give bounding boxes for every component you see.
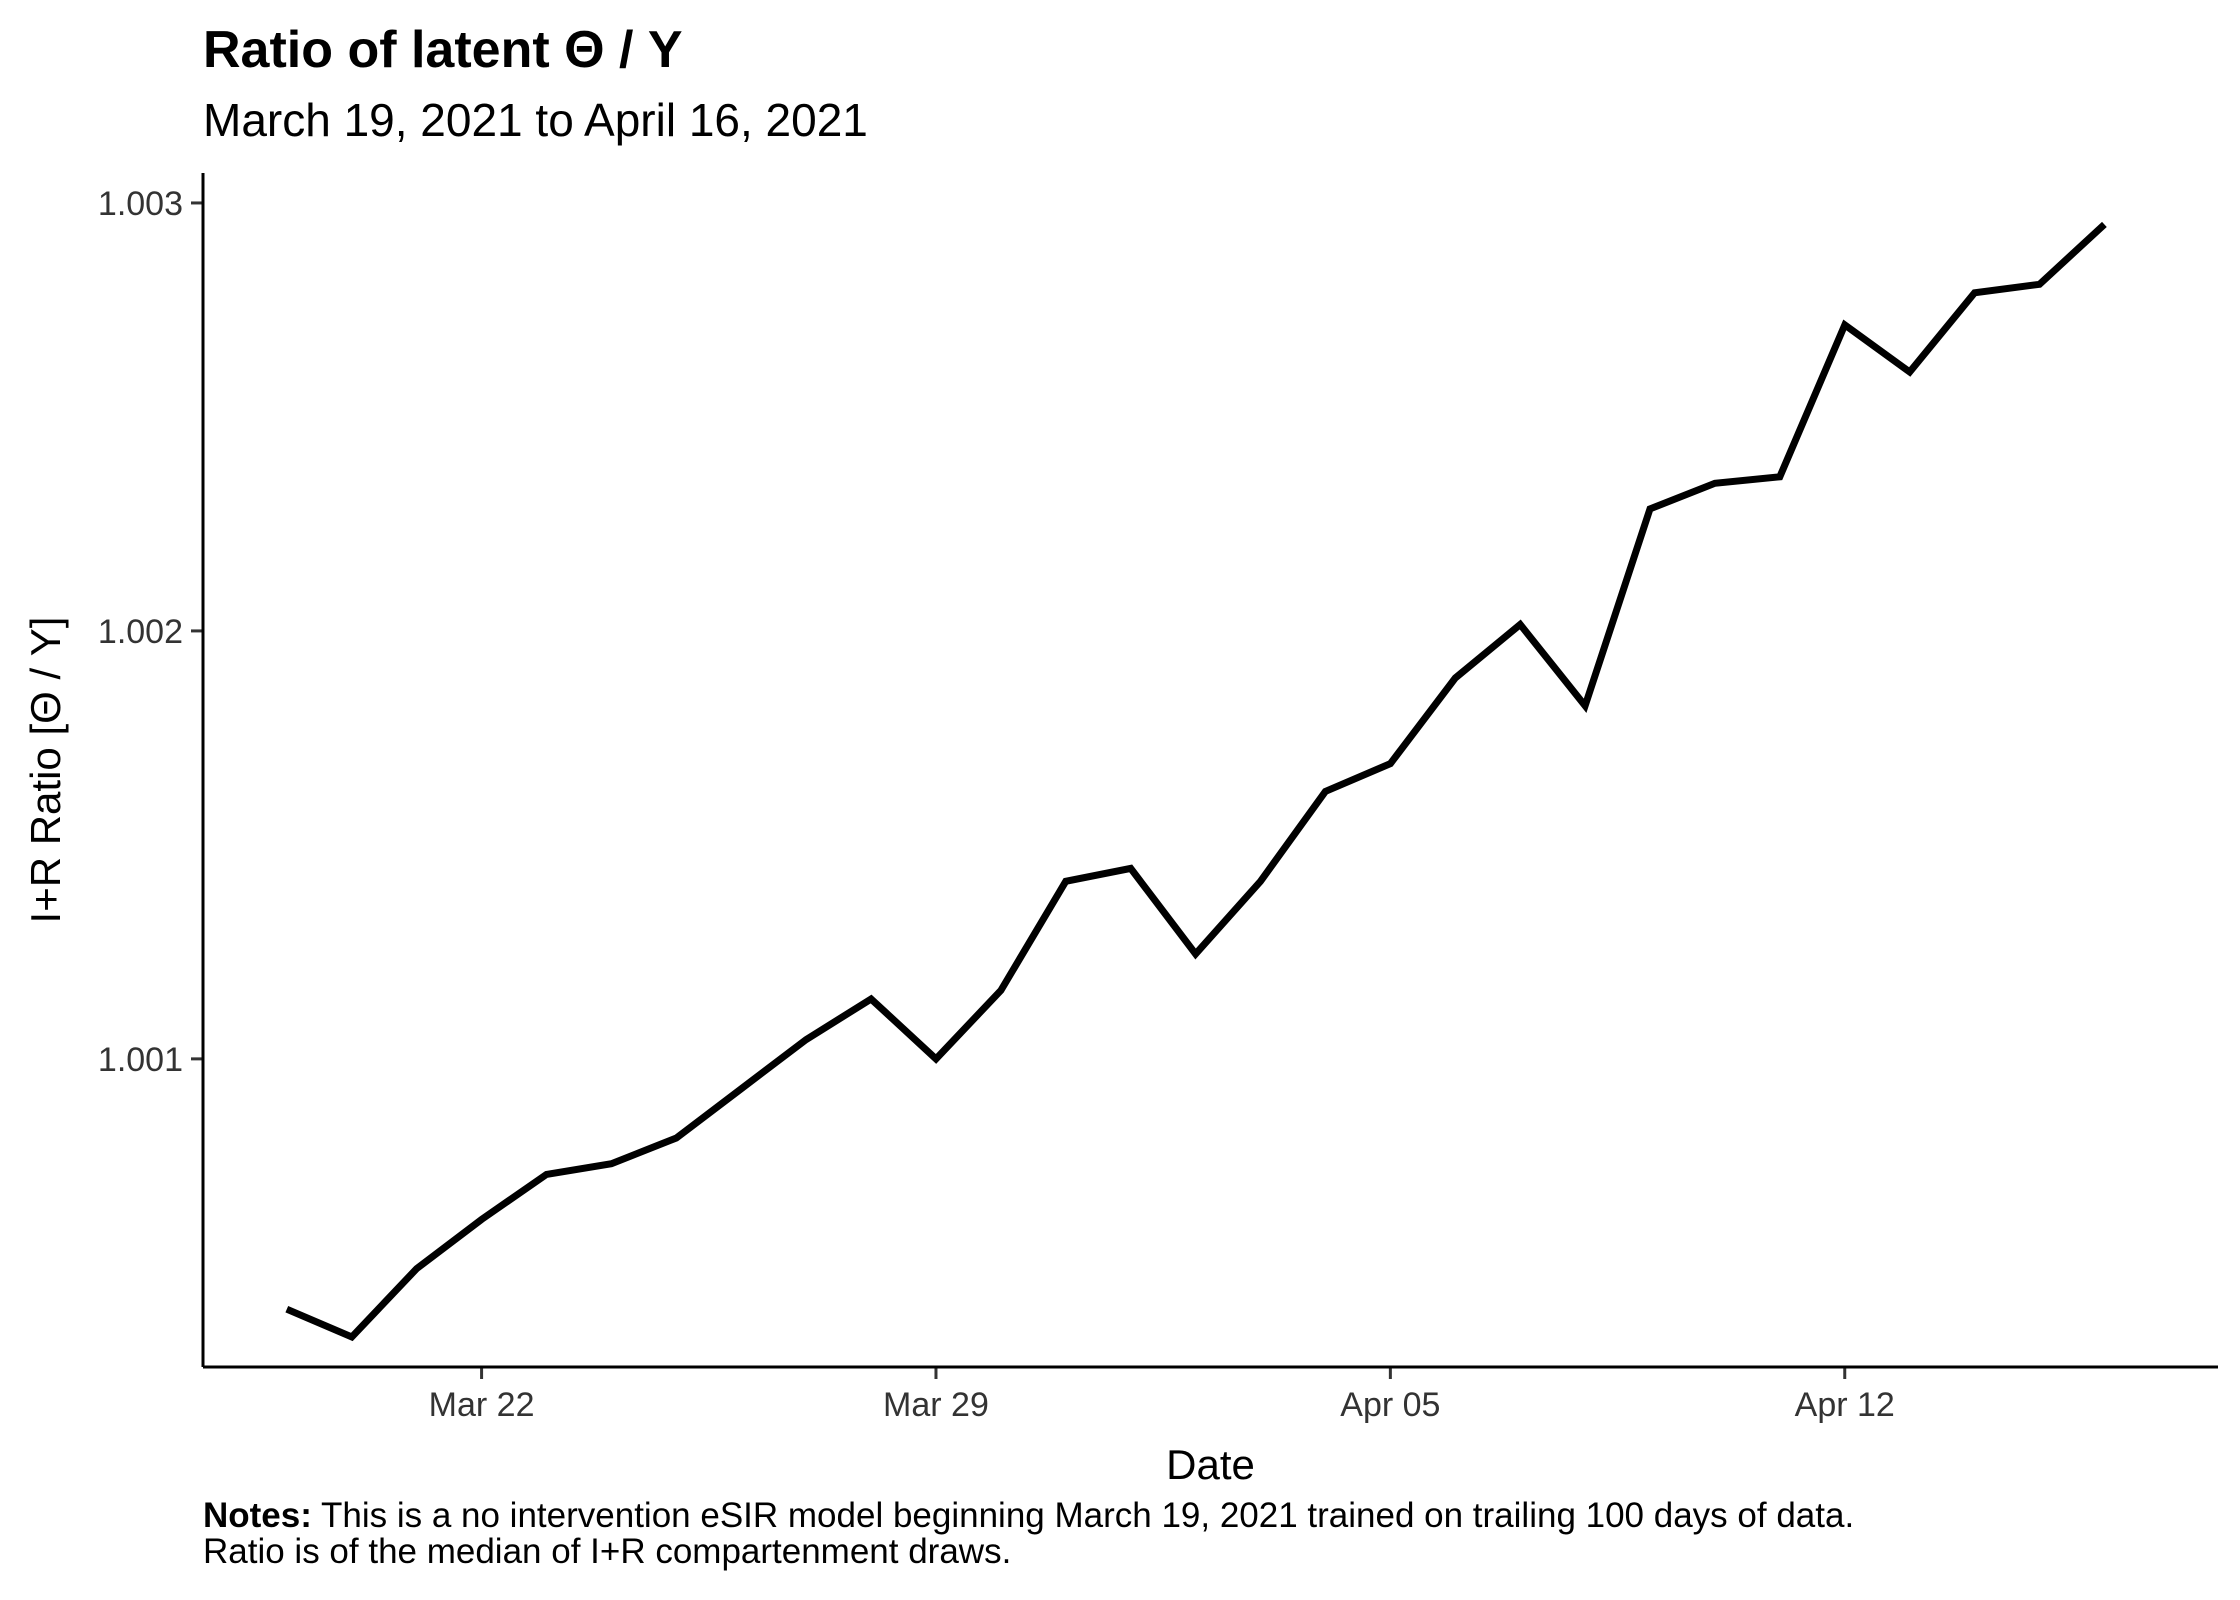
notes: Notes: This is a no intervention eSIR mo… bbox=[203, 1498, 1854, 1570]
notes-text-1: This is a no intervention eSIR model beg… bbox=[311, 1496, 1855, 1535]
y-tick-label: 1.003 bbox=[98, 185, 183, 223]
y-tick-label: 1.001 bbox=[98, 1041, 183, 1079]
x-tick-label: Apr 12 bbox=[1795, 1386, 1895, 1424]
x-axis-ticks: Mar 22 Mar 29 Apr 05 Apr 12 bbox=[429, 1367, 1895, 1424]
x-tick-label: Mar 29 bbox=[883, 1386, 989, 1424]
x-tick-label: Apr 05 bbox=[1340, 1386, 1440, 1424]
y-axis-title: I+R Ratio [Θ / Y] bbox=[22, 617, 69, 924]
x-tick-label: Mar 22 bbox=[429, 1386, 535, 1424]
series-line bbox=[285, 221, 2107, 1342]
y-axis-ticks: 1.001 1.002 1.003 bbox=[98, 185, 203, 1079]
x-axis-title: Date bbox=[1166, 1441, 1255, 1488]
y-tick-label: 1.002 bbox=[98, 613, 183, 651]
notes-label: Notes: bbox=[203, 1496, 312, 1535]
notes-line-1: Notes: This is a no intervention eSIR mo… bbox=[203, 1498, 1854, 1534]
notes-line-2: Ratio is of the median of I+R compartenm… bbox=[203, 1532, 1012, 1571]
chart-title: Ratio of latent Θ / Y bbox=[203, 21, 683, 79]
chart-subtitle: March 19, 2021 to April 16, 2021 bbox=[203, 94, 868, 146]
